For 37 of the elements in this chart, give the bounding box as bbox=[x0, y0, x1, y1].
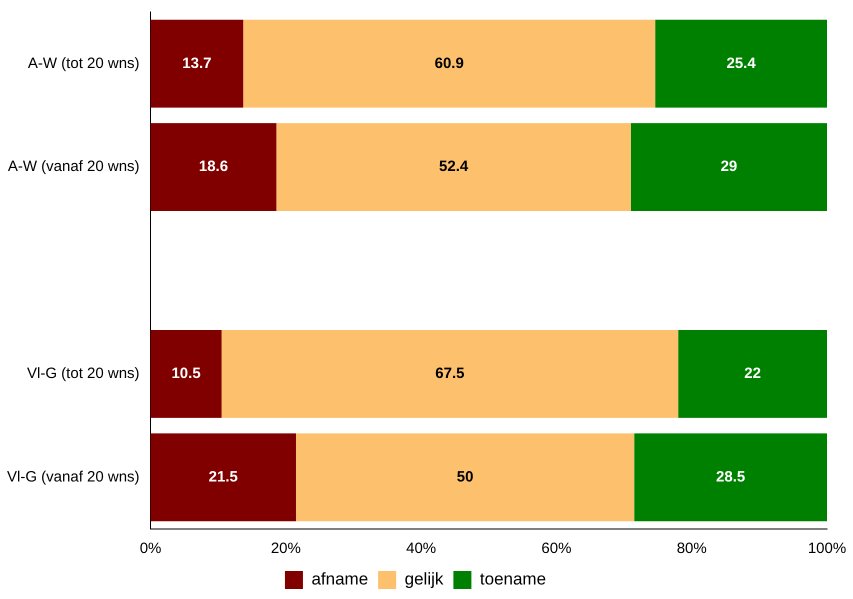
bar bbox=[630, 123, 827, 212]
data-label: 21.5 bbox=[208, 468, 238, 486]
bar bbox=[276, 123, 631, 212]
x-tick-label: 60% bbox=[541, 540, 572, 558]
data-label: 25.4 bbox=[726, 54, 756, 72]
bar bbox=[296, 433, 634, 522]
legend-label: gelijk bbox=[404, 570, 444, 589]
data-label: 28.5 bbox=[716, 468, 746, 486]
data-label: 67.5 bbox=[435, 365, 464, 382]
data-label: 10.5 bbox=[171, 365, 201, 382]
data-label: 52.4 bbox=[438, 158, 469, 176]
y-tick-label: A-W (vanaf 20 wns) bbox=[8, 158, 140, 176]
data-label: 22 bbox=[744, 365, 761, 382]
bar bbox=[243, 20, 656, 108]
x-tick-label: 0% bbox=[140, 540, 162, 558]
bar bbox=[222, 330, 678, 418]
x-tick-label: 20% bbox=[270, 540, 301, 558]
x-tick-label: 80% bbox=[676, 540, 707, 558]
bar bbox=[655, 20, 827, 108]
bar bbox=[150, 330, 222, 418]
data-label: 18.6 bbox=[198, 158, 228, 176]
bar bbox=[150, 20, 244, 108]
x-tick-label: 100% bbox=[808, 540, 846, 558]
bar bbox=[150, 123, 276, 212]
data-label: 60.9 bbox=[434, 54, 464, 72]
y-tick-label: Vl-G (tot 20 wns) bbox=[27, 365, 140, 382]
bar bbox=[634, 433, 827, 522]
data-label: 13.7 bbox=[182, 54, 212, 72]
legend-label: toename bbox=[480, 570, 546, 589]
bar bbox=[150, 433, 296, 522]
y-tick-label: Vl-G (vanaf 20 wns) bbox=[7, 468, 140, 486]
data-label: 50 bbox=[456, 468, 474, 486]
legend-label: afname bbox=[311, 570, 368, 589]
x-tick-label: 40% bbox=[406, 540, 436, 558]
bar bbox=[678, 330, 827, 418]
y-tick-label: A-W (tot 20 wns) bbox=[28, 54, 140, 72]
data-label: 29 bbox=[720, 158, 738, 176]
